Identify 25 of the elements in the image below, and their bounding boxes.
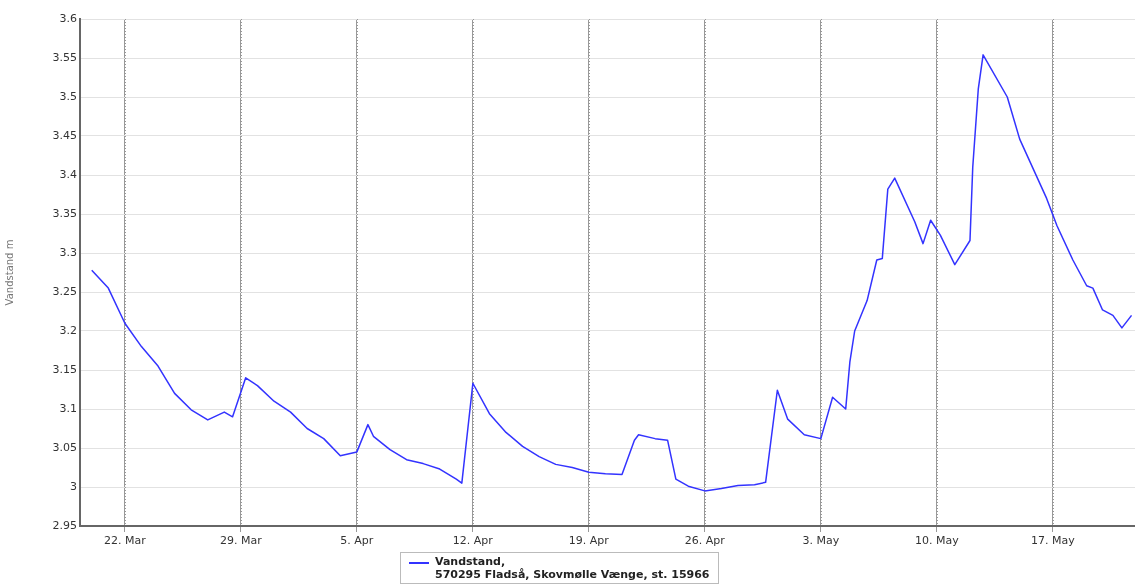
legend-label: Vandstand, 570295 Fladså, Skovmølle Vænge, st. 15966	[435, 555, 710, 581]
x-tick-label: 17. May	[1030, 534, 1076, 548]
x-tick-label: 19. Apr	[568, 534, 610, 548]
y-tick-label: 3.6	[59, 11, 77, 25]
y-tick-label: 2.95	[52, 518, 77, 532]
y-tick-label: 3.55	[52, 50, 77, 64]
x-tick-label: 5. Apr	[340, 534, 374, 548]
y-tick-label: 3.35	[52, 206, 77, 220]
y-tick-label: 3.3	[59, 245, 77, 259]
x-tick-label: 3. May	[802, 534, 840, 548]
x-tick-label: 22. Mar	[104, 534, 147, 548]
y-axis-title: Vandstand m	[3, 239, 15, 306]
y-tick-label: 3.2	[59, 323, 77, 337]
y-tick-label: 3.4	[59, 167, 77, 181]
y-tick-label: 3.1	[59, 401, 77, 415]
y-tick-label: 3.15	[52, 362, 77, 376]
y-tick-label: 3.45	[52, 128, 77, 142]
x-tick-label: 10. May	[914, 534, 960, 548]
y-tick-label: 3	[70, 479, 77, 493]
y-tick-label: 3.05	[52, 440, 77, 454]
x-tick-label: 29. Mar	[220, 534, 263, 548]
x-tick-label: 12. Apr	[452, 534, 494, 548]
y-tick-label: 3.25	[52, 284, 77, 298]
x-tick-label: 26. Apr	[684, 534, 726, 548]
y-tick-label: 3.5	[59, 89, 77, 103]
